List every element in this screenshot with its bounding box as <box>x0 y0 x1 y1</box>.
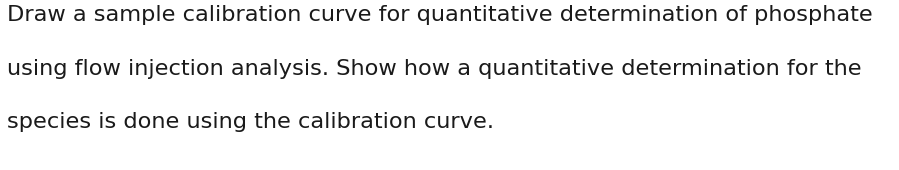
Text: using flow injection analysis. Show how a quantitative determination for the: using flow injection analysis. Show how … <box>7 59 862 79</box>
Text: species is done using the calibration curve.: species is done using the calibration cu… <box>7 112 494 132</box>
Text: Draw a sample calibration curve for quantitative determination of phosphate: Draw a sample calibration curve for quan… <box>7 5 873 25</box>
